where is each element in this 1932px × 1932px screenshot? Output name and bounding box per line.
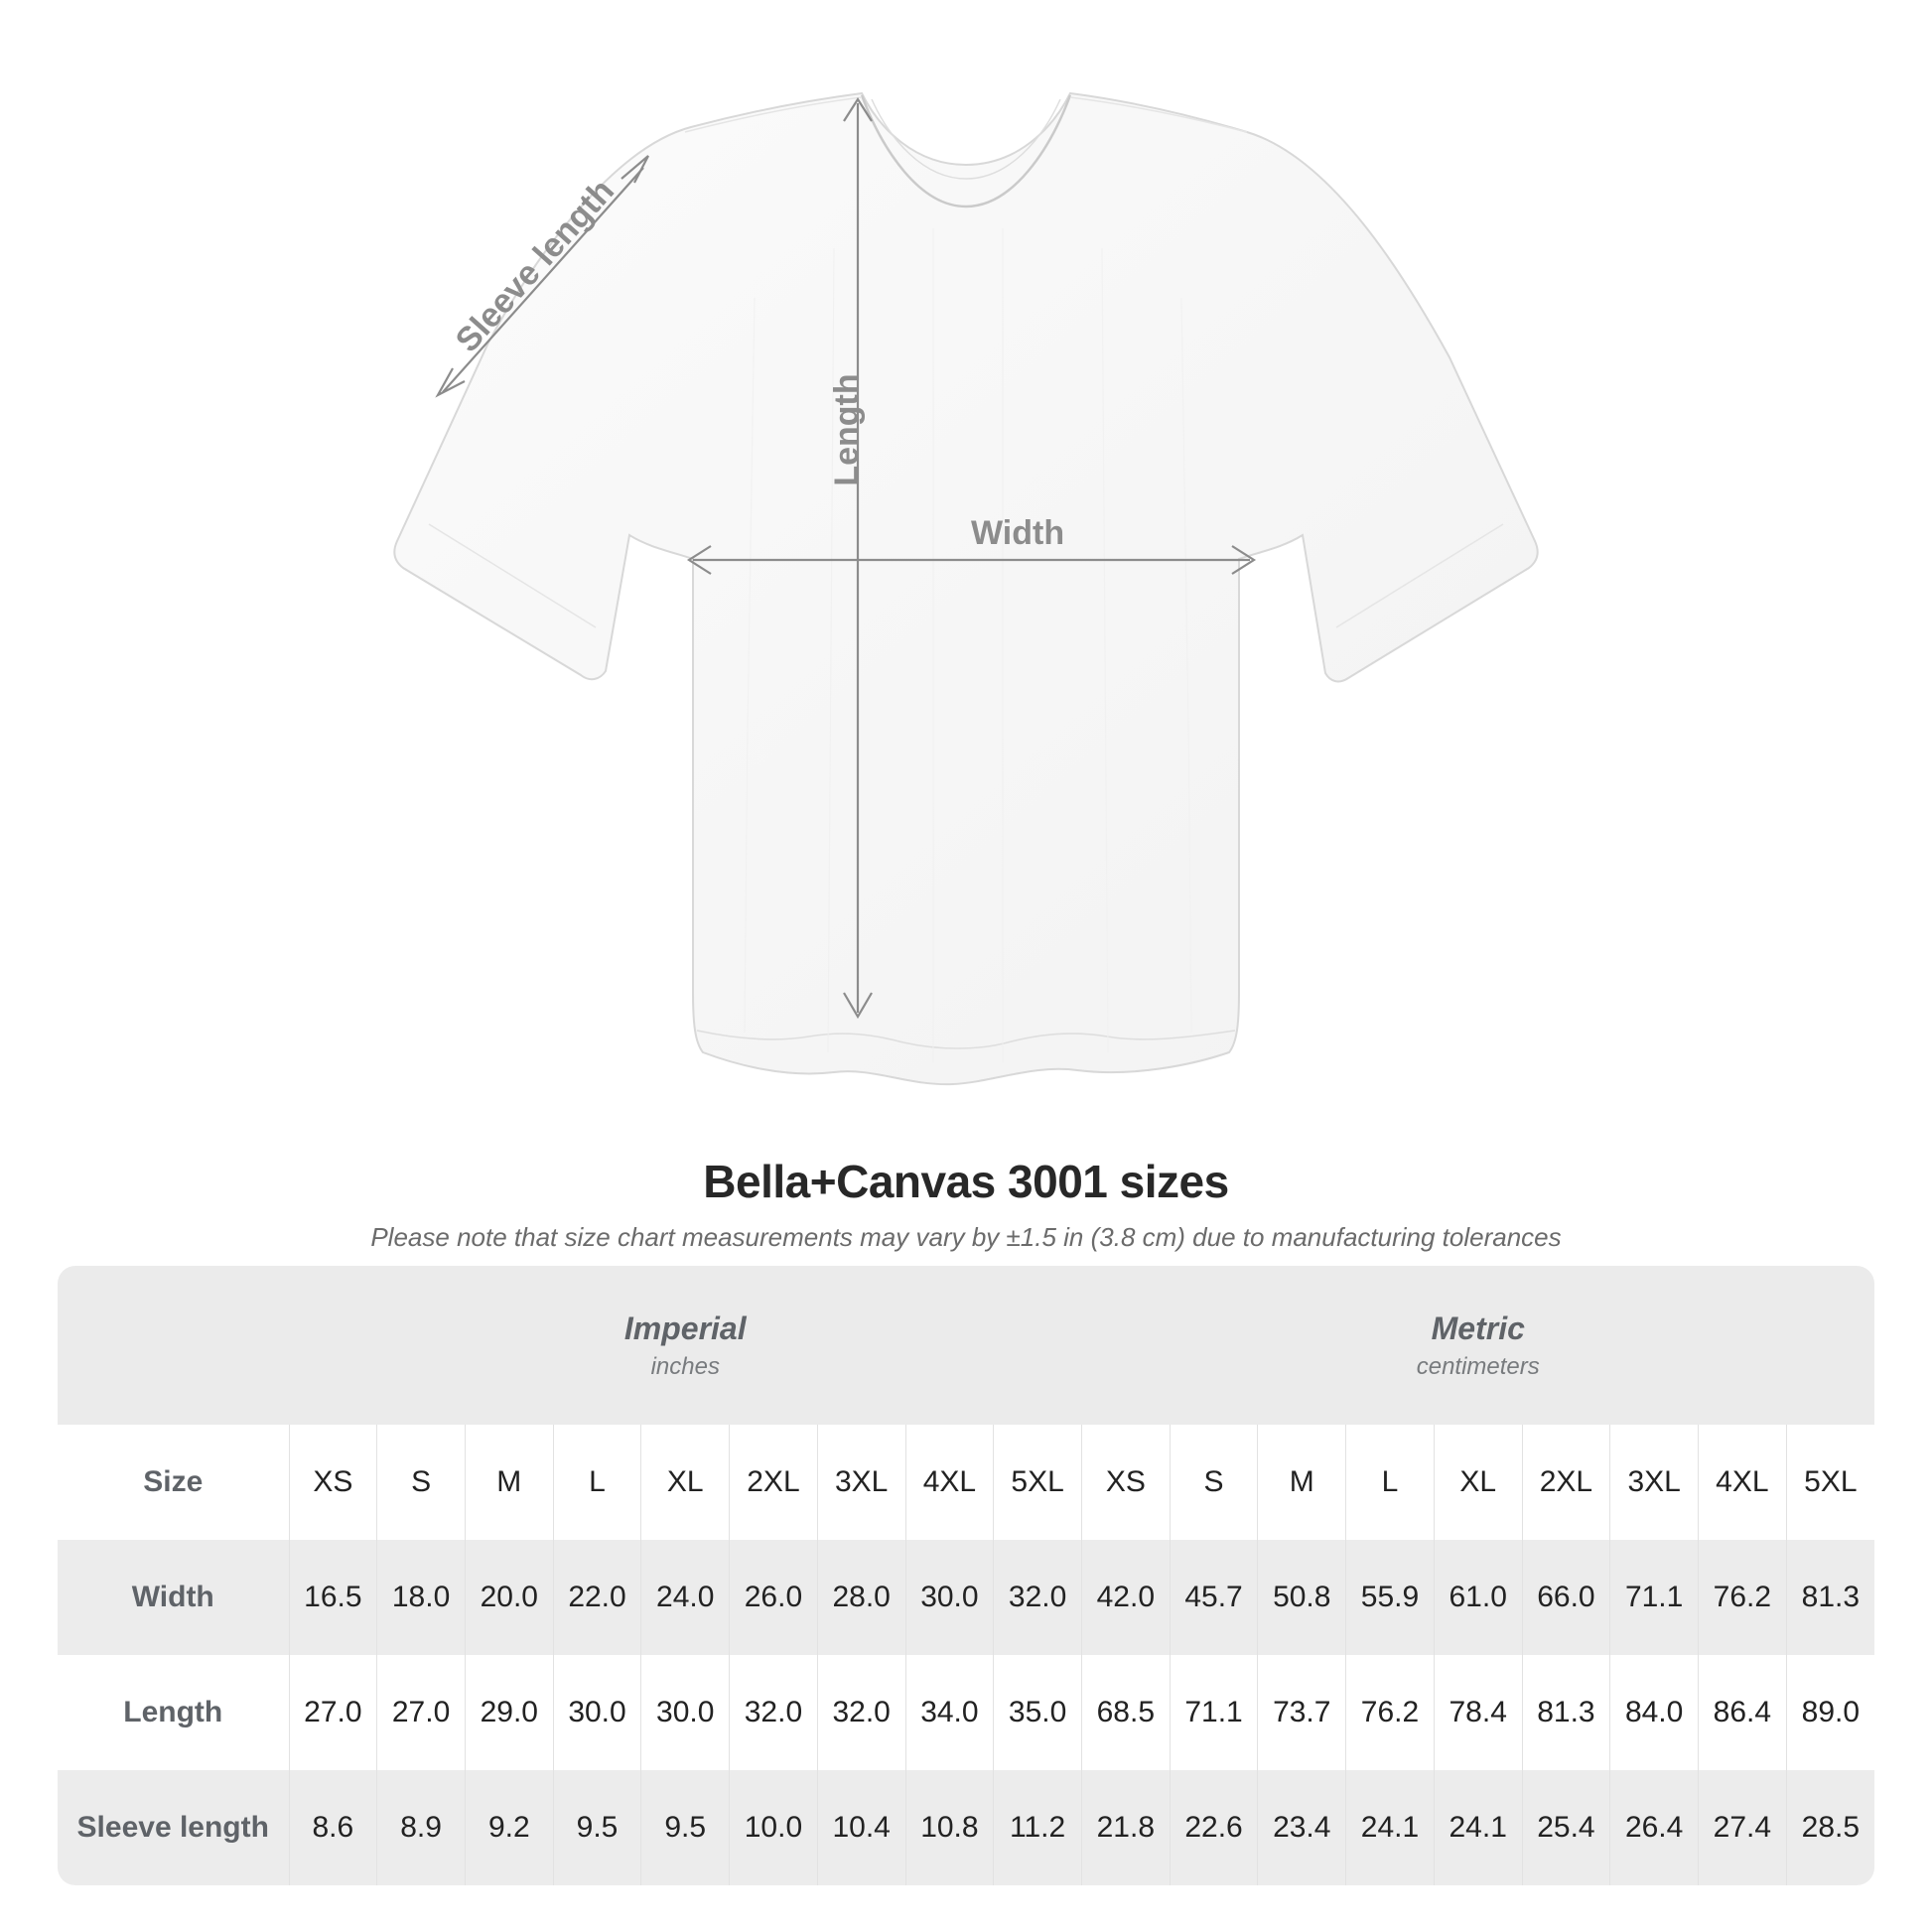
svg-text:Width: Width	[971, 514, 1064, 552]
svg-text:Length: Length	[828, 373, 866, 485]
